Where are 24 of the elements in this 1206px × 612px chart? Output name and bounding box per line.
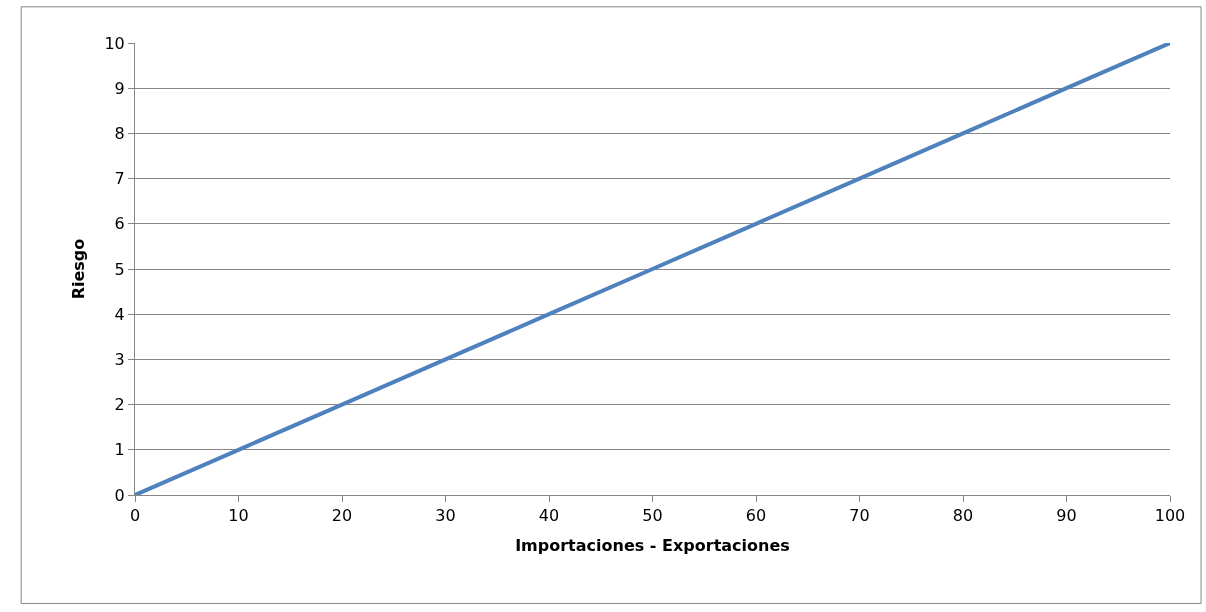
x-tick-label: 100 [1154,506,1186,526]
x-tick-label: 70 [849,506,870,526]
y-tick-label: 7 [114,169,125,189]
y-tick-label: 1 [114,440,125,460]
x-tick-label: 80 [952,506,974,526]
y-tick-label: 0 [114,485,125,505]
y-tick-label: 9 [114,78,125,98]
x-tick-label: 20 [331,506,353,526]
y-tick-label: 2 [114,395,125,415]
y-tick-label: 4 [114,304,125,324]
y-axis-title: Riesgo [69,238,89,300]
x-tick-label: 40 [538,506,560,526]
x-tick-label: 60 [745,506,767,526]
x-tick-label: 90 [1056,506,1077,526]
y-tick-label: 3 [114,350,125,369]
x-axis-title: Importaciones - Exportaciones [515,535,790,555]
x-tick-label: 30 [435,506,456,526]
x-tick-label: 50 [642,506,663,526]
y-tick-label: 6 [114,214,125,234]
x-tick-label: 0 [129,506,141,526]
y-tick-label: 8 [114,124,125,143]
y-tick-label: 5 [114,259,125,279]
y-tick-label: 10 [104,33,125,53]
x-tick-label: 10 [228,506,249,526]
